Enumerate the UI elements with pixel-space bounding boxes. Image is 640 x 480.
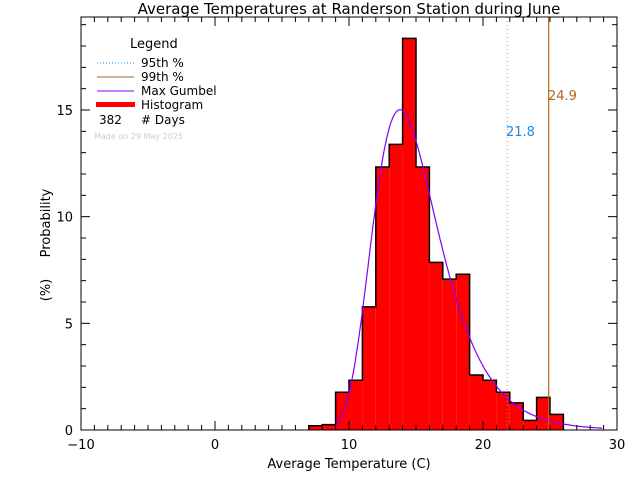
x-tick-label: 0	[211, 438, 219, 453]
histogram-bar	[375, 166, 390, 430]
watermark: Made on 29 May 2025	[94, 132, 183, 141]
histogram-bar	[416, 166, 430, 430]
histogram-bar	[469, 374, 483, 430]
y-tick-label: 0	[65, 424, 73, 439]
legend-days-count: 382	[99, 113, 122, 127]
y-tick-label: 10	[56, 211, 73, 226]
x-tick-label: −10	[67, 438, 94, 453]
y-tick-label: 5	[65, 317, 73, 332]
histogram-bar	[335, 392, 349, 430]
histogram-bar	[389, 144, 403, 430]
legend-swatch-histogram	[96, 102, 135, 107]
histogram-bar	[322, 424, 336, 430]
histogram-bar	[349, 380, 363, 430]
legend-entry-p95: 95th %	[141, 56, 184, 70]
x-tick-label: 10	[341, 438, 358, 453]
histogram-bar	[509, 402, 524, 430]
x-tick-label: 20	[475, 438, 492, 453]
p95-value-label: 21.8	[506, 125, 535, 140]
legend-entry-histogram: Histogram	[141, 98, 203, 112]
histogram-bar	[536, 397, 550, 430]
p99-value-label: 24.9	[548, 89, 577, 104]
histogram-bar	[496, 392, 510, 430]
histogram-bar	[442, 279, 457, 430]
legend-title: Legend	[130, 37, 178, 52]
histogram-bar	[456, 274, 470, 430]
y-tick-label: 15	[56, 104, 73, 119]
histogram-bar	[429, 262, 443, 430]
y-axis-label: Probability	[39, 188, 54, 257]
y-axis-units: (%)	[39, 279, 54, 302]
chart-title: Average Temperatures at Randerson Statio…	[138, 0, 561, 18]
legend-entry-p99: 99th %	[141, 70, 184, 84]
x-tick-label: 30	[609, 438, 626, 453]
histogram-bar	[402, 38, 416, 431]
histogram-bar	[483, 380, 497, 430]
legend-entry-gumbel: Max Gumbel	[141, 84, 217, 98]
legend-days-label: # Days	[141, 113, 185, 127]
histogram-bar	[362, 306, 376, 430]
histogram-bar	[523, 420, 537, 430]
gumbel-curve	[335, 109, 603, 429]
legend: Legend 95th % 99th % Max Gumbel Histogra…	[94, 37, 217, 141]
x-axis-label: Average Temperature (C)	[267, 457, 430, 472]
histogram-bar	[308, 425, 323, 430]
histogram-outline	[308, 37, 565, 430]
